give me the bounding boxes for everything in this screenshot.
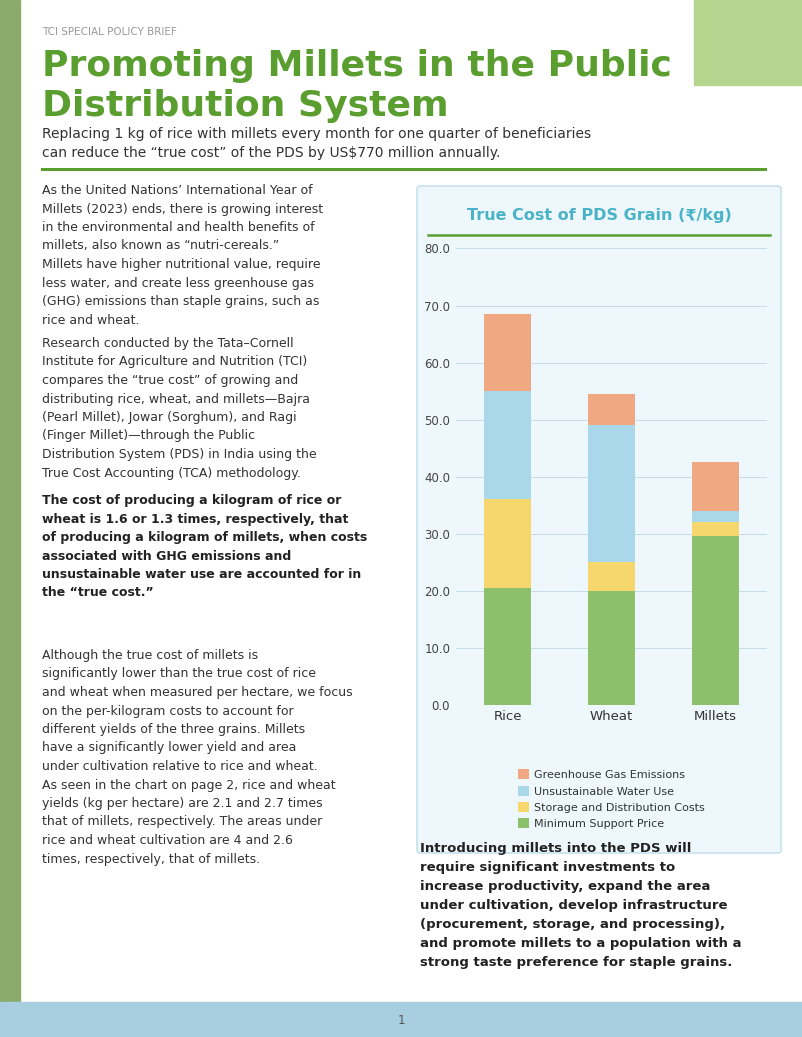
Text: Replacing 1 kg of rice with millets every month for one quarter of beneficiaries: Replacing 1 kg of rice with millets ever…: [42, 127, 591, 160]
Text: 1: 1: [397, 1013, 405, 1027]
Bar: [694, 0, 802, 85]
Bar: [484, 588, 531, 704]
Legend: Greenhouse Gas Emissions, Unsustainable Water Use, Storage and Distribution Cost: Greenhouse Gas Emissions, Unsustainable …: [518, 769, 705, 830]
Bar: [0, 1002, 802, 1037]
Text: Research conducted by the Tata–Cornell
Institute for Agriculture and Nutrition (: Research conducted by the Tata–Cornell I…: [42, 337, 317, 479]
Bar: [588, 562, 635, 590]
Text: TCI SPECIAL POLICY BRIEF: TCI SPECIAL POLICY BRIEF: [42, 27, 176, 37]
Bar: [484, 391, 531, 500]
Text: Introducing millets into the PDS will
require significant investments to
increas: Introducing millets into the PDS will re…: [420, 842, 742, 969]
Text: True Cost of PDS Grain (₹/kg): True Cost of PDS Grain (₹/kg): [467, 208, 731, 223]
Bar: [484, 314, 531, 391]
Bar: [692, 523, 739, 536]
Text: As the United Nations’ International Year of
Millets (2023) ends, there is growi: As the United Nations’ International Yea…: [42, 184, 323, 327]
Bar: [588, 394, 635, 425]
FancyBboxPatch shape: [417, 186, 781, 853]
Text: Promoting Millets in the Public: Promoting Millets in the Public: [42, 49, 672, 83]
Text: Distribution System: Distribution System: [42, 89, 448, 123]
Bar: [484, 500, 531, 588]
Bar: [588, 590, 635, 704]
Bar: [588, 425, 635, 562]
Bar: [0, 0, 20, 1037]
Text: The cost of producing a kilogram of rice or
wheat is 1.6 or 1.3 times, respectiv: The cost of producing a kilogram of rice…: [42, 494, 367, 599]
Bar: [692, 463, 739, 511]
Bar: [692, 511, 739, 523]
Bar: [692, 536, 739, 704]
Text: Although the true cost of millets is
significantly lower than the true cost of r: Although the true cost of millets is sig…: [42, 649, 353, 866]
